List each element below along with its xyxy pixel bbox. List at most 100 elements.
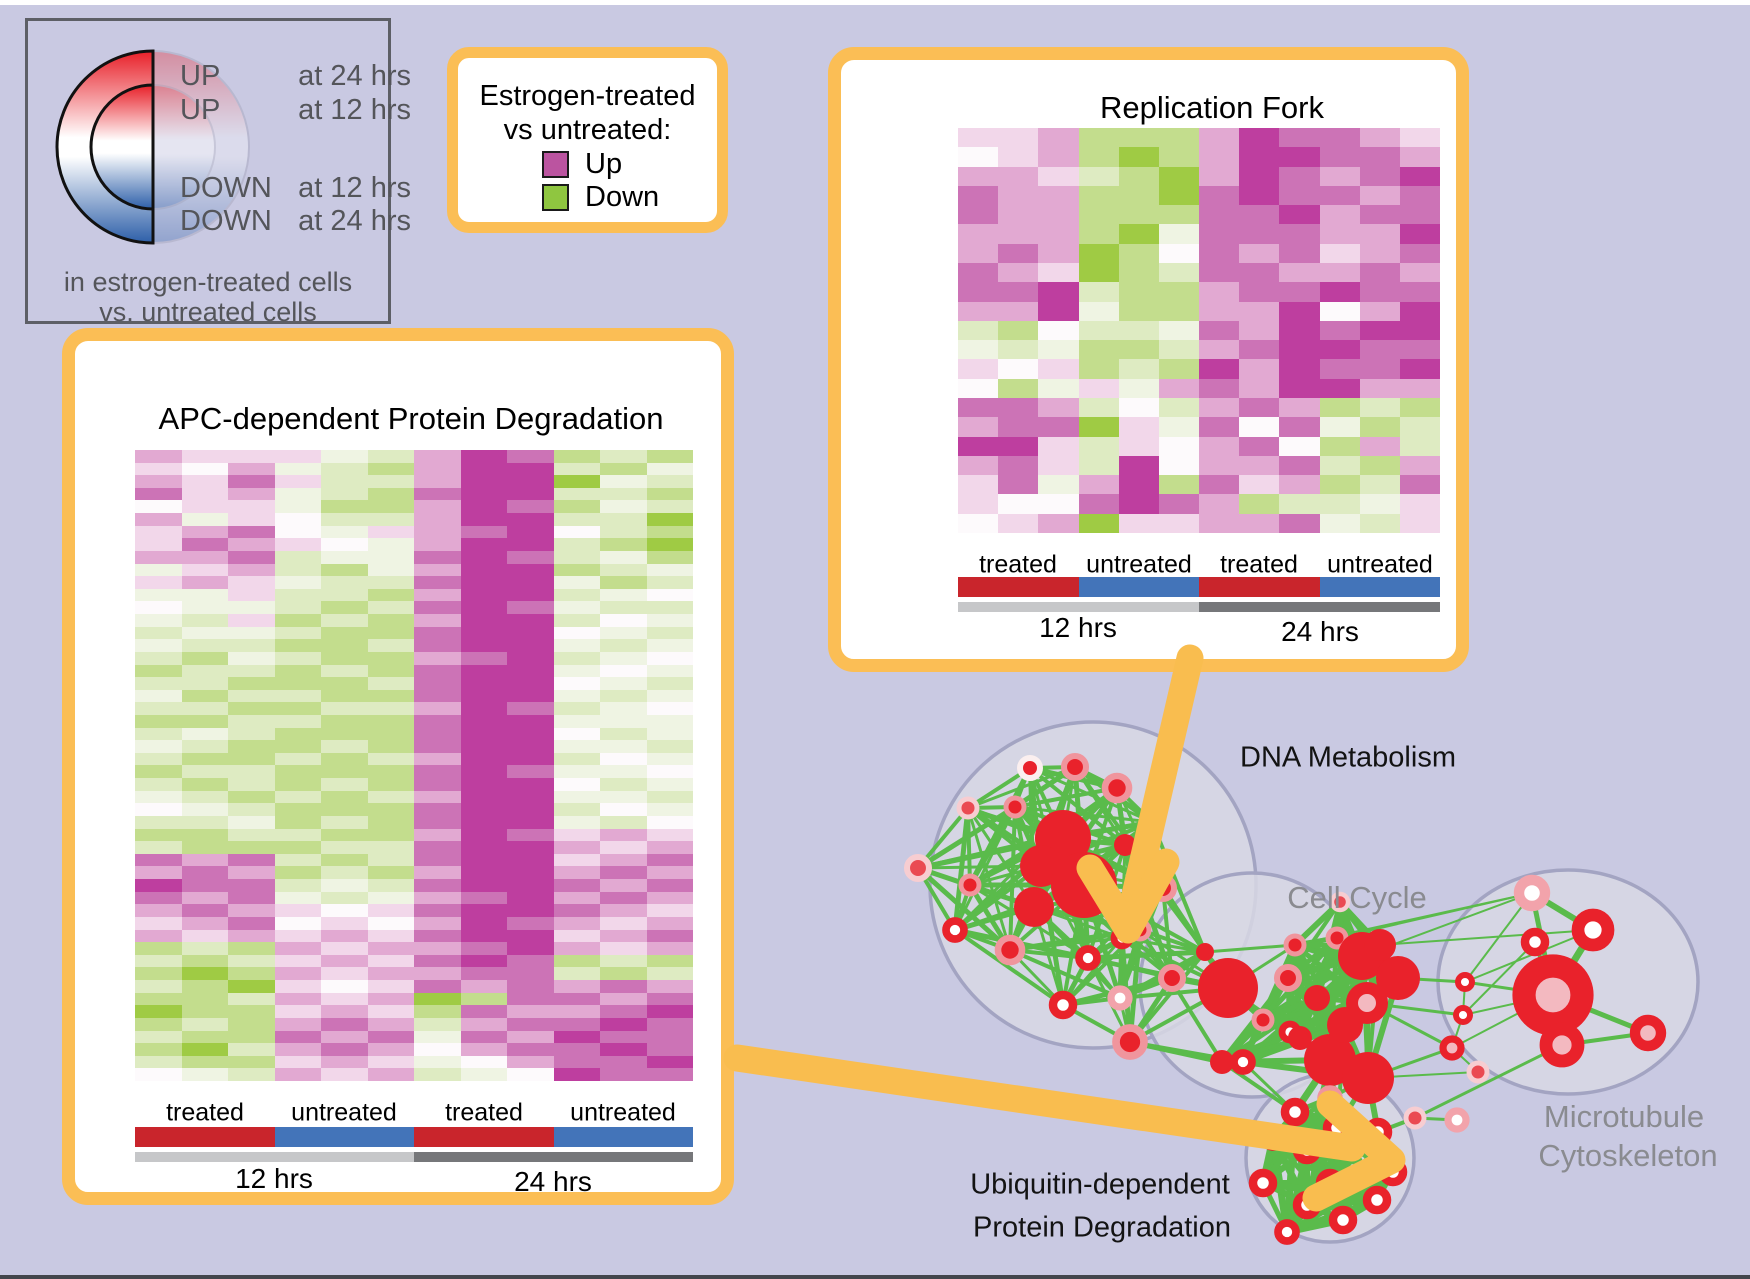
heatmap-cell <box>228 727 275 741</box>
heatmap-cell <box>181 778 228 791</box>
heatmap-cell <box>181 576 228 589</box>
heatmap-cell <box>553 828 600 842</box>
heatmap-cell <box>1078 205 1119 225</box>
heatmap-cell <box>1118 128 1159 148</box>
heatmap-cell <box>181 853 228 867</box>
heatmap-cell <box>367 765 414 779</box>
heatmap-cell <box>274 1030 321 1044</box>
heatmap-cell <box>135 550 182 564</box>
heatmap-cell <box>135 778 182 791</box>
treatment-bar-segment <box>1078 577 1199 597</box>
heatmap-cell <box>1199 185 1240 206</box>
heatmap-cell <box>274 879 321 892</box>
heatmap-cell <box>414 967 461 981</box>
heatmap-cell <box>367 790 414 804</box>
heatmap-cell <box>958 243 999 263</box>
heatmap-cell <box>507 866 554 880</box>
heatmap-cell <box>1158 359 1199 379</box>
heatmap-cell <box>367 651 414 665</box>
network-node-pinkW <box>1513 874 1551 912</box>
heatmap-cell <box>321 790 368 804</box>
network-node-solid <box>1114 834 1136 856</box>
heatmap-cell <box>181 588 228 602</box>
network-node-haloLt <box>1466 1060 1490 1084</box>
heatmap-cell <box>600 727 647 741</box>
heatmap-cell <box>414 765 461 779</box>
heatmap-cell <box>1199 494 1240 514</box>
heatmap-cell <box>958 475 999 495</box>
network-node-haloR <box>1101 772 1133 804</box>
network-node-haloR <box>1317 1085 1343 1111</box>
heatmap-cell <box>274 626 321 640</box>
apc-group-label-3: treated <box>445 1098 523 1127</box>
heatmap-cell <box>553 702 600 716</box>
heatmap-cell <box>998 243 1039 263</box>
heatmap-cell <box>1078 185 1119 206</box>
heatmap-cell <box>1199 359 1240 379</box>
heatmap-cell <box>460 803 507 816</box>
heatmap-cell <box>1038 128 1079 148</box>
network-node-pinkW <box>1444 1107 1470 1133</box>
heatmap-cell <box>135 677 182 690</box>
heatmap-cell <box>135 866 182 880</box>
heatmap-cell <box>135 689 182 703</box>
heatmap-cell <box>460 576 507 589</box>
bottom-border <box>0 1275 1750 1279</box>
apc-12hrs-label: 12 hrs <box>235 1163 313 1194</box>
heatmap-cell <box>181 487 228 501</box>
heatmap-cell <box>181 727 228 741</box>
heatmap-cell <box>414 866 461 880</box>
heatmap-cell <box>507 664 554 678</box>
heatmap-cell <box>998 475 1039 495</box>
heatmap-cell <box>600 879 647 892</box>
heatmap-cell <box>321 1005 368 1018</box>
heatmap-cell <box>1359 320 1400 341</box>
heatmap-cell <box>600 475 647 488</box>
heatmap-cell <box>228 916 275 930</box>
heatmap-cell <box>367 664 414 678</box>
heatmap-cell <box>274 513 321 526</box>
heatmap-cell <box>600 980 647 993</box>
heatmap-cell <box>135 790 182 804</box>
apc-treatment-bar <box>135 1127 693 1147</box>
heatmap-cell <box>553 639 600 652</box>
heatmap-cell <box>414 513 461 526</box>
heatmap-cell <box>460 815 507 829</box>
apc-panel: APC-dependent Protein Degradation treate… <box>62 328 734 1205</box>
heatmap-cell <box>1158 513 1199 533</box>
heatmap-cell <box>228 450 275 463</box>
heatmap-cell <box>646 790 693 804</box>
heatmap-cell <box>998 224 1039 244</box>
key-time: at 12 hrs <box>298 94 411 126</box>
heatmap-cell <box>600 954 647 968</box>
heatmap-cell <box>460 891 507 905</box>
heatmap-cell <box>507 790 554 804</box>
apc-24hrs-label: 24 hrs <box>514 1166 592 1197</box>
heatmap-cell <box>228 853 275 867</box>
heatmap-cell <box>274 1068 321 1081</box>
heatmap-cell <box>228 563 275 577</box>
heatmap-cell <box>460 513 507 526</box>
heatmap-cell <box>321 538 368 551</box>
heatmap-cell <box>135 929 182 943</box>
heatmap-cell <box>135 487 182 501</box>
heatmap-cell <box>414 740 461 753</box>
cluster-label-microtubule: Microtubule <box>1543 1099 1705 1134</box>
heatmap-cell <box>507 450 554 463</box>
heatmap-cell <box>460 752 507 766</box>
heatmap-cell <box>1279 185 1320 206</box>
heatmap-cell <box>600 866 647 880</box>
heatmap-cell <box>274 702 321 716</box>
apc-group-label-4: untreated <box>570 1098 676 1127</box>
heatmap-cell <box>460 475 507 488</box>
heatmap-cell <box>367 525 414 539</box>
heatmap-cell <box>135 1055 182 1069</box>
heatmap-cell <box>1118 205 1159 225</box>
heatmap-cell <box>1319 243 1360 263</box>
heatmap-cell <box>1239 205 1280 225</box>
heatmap-cell <box>646 727 693 741</box>
heatmap-cell <box>553 916 600 930</box>
heatmap-cell <box>274 500 321 514</box>
heatmap-cell <box>135 513 182 526</box>
network-node-haloR <box>1251 1008 1275 1032</box>
